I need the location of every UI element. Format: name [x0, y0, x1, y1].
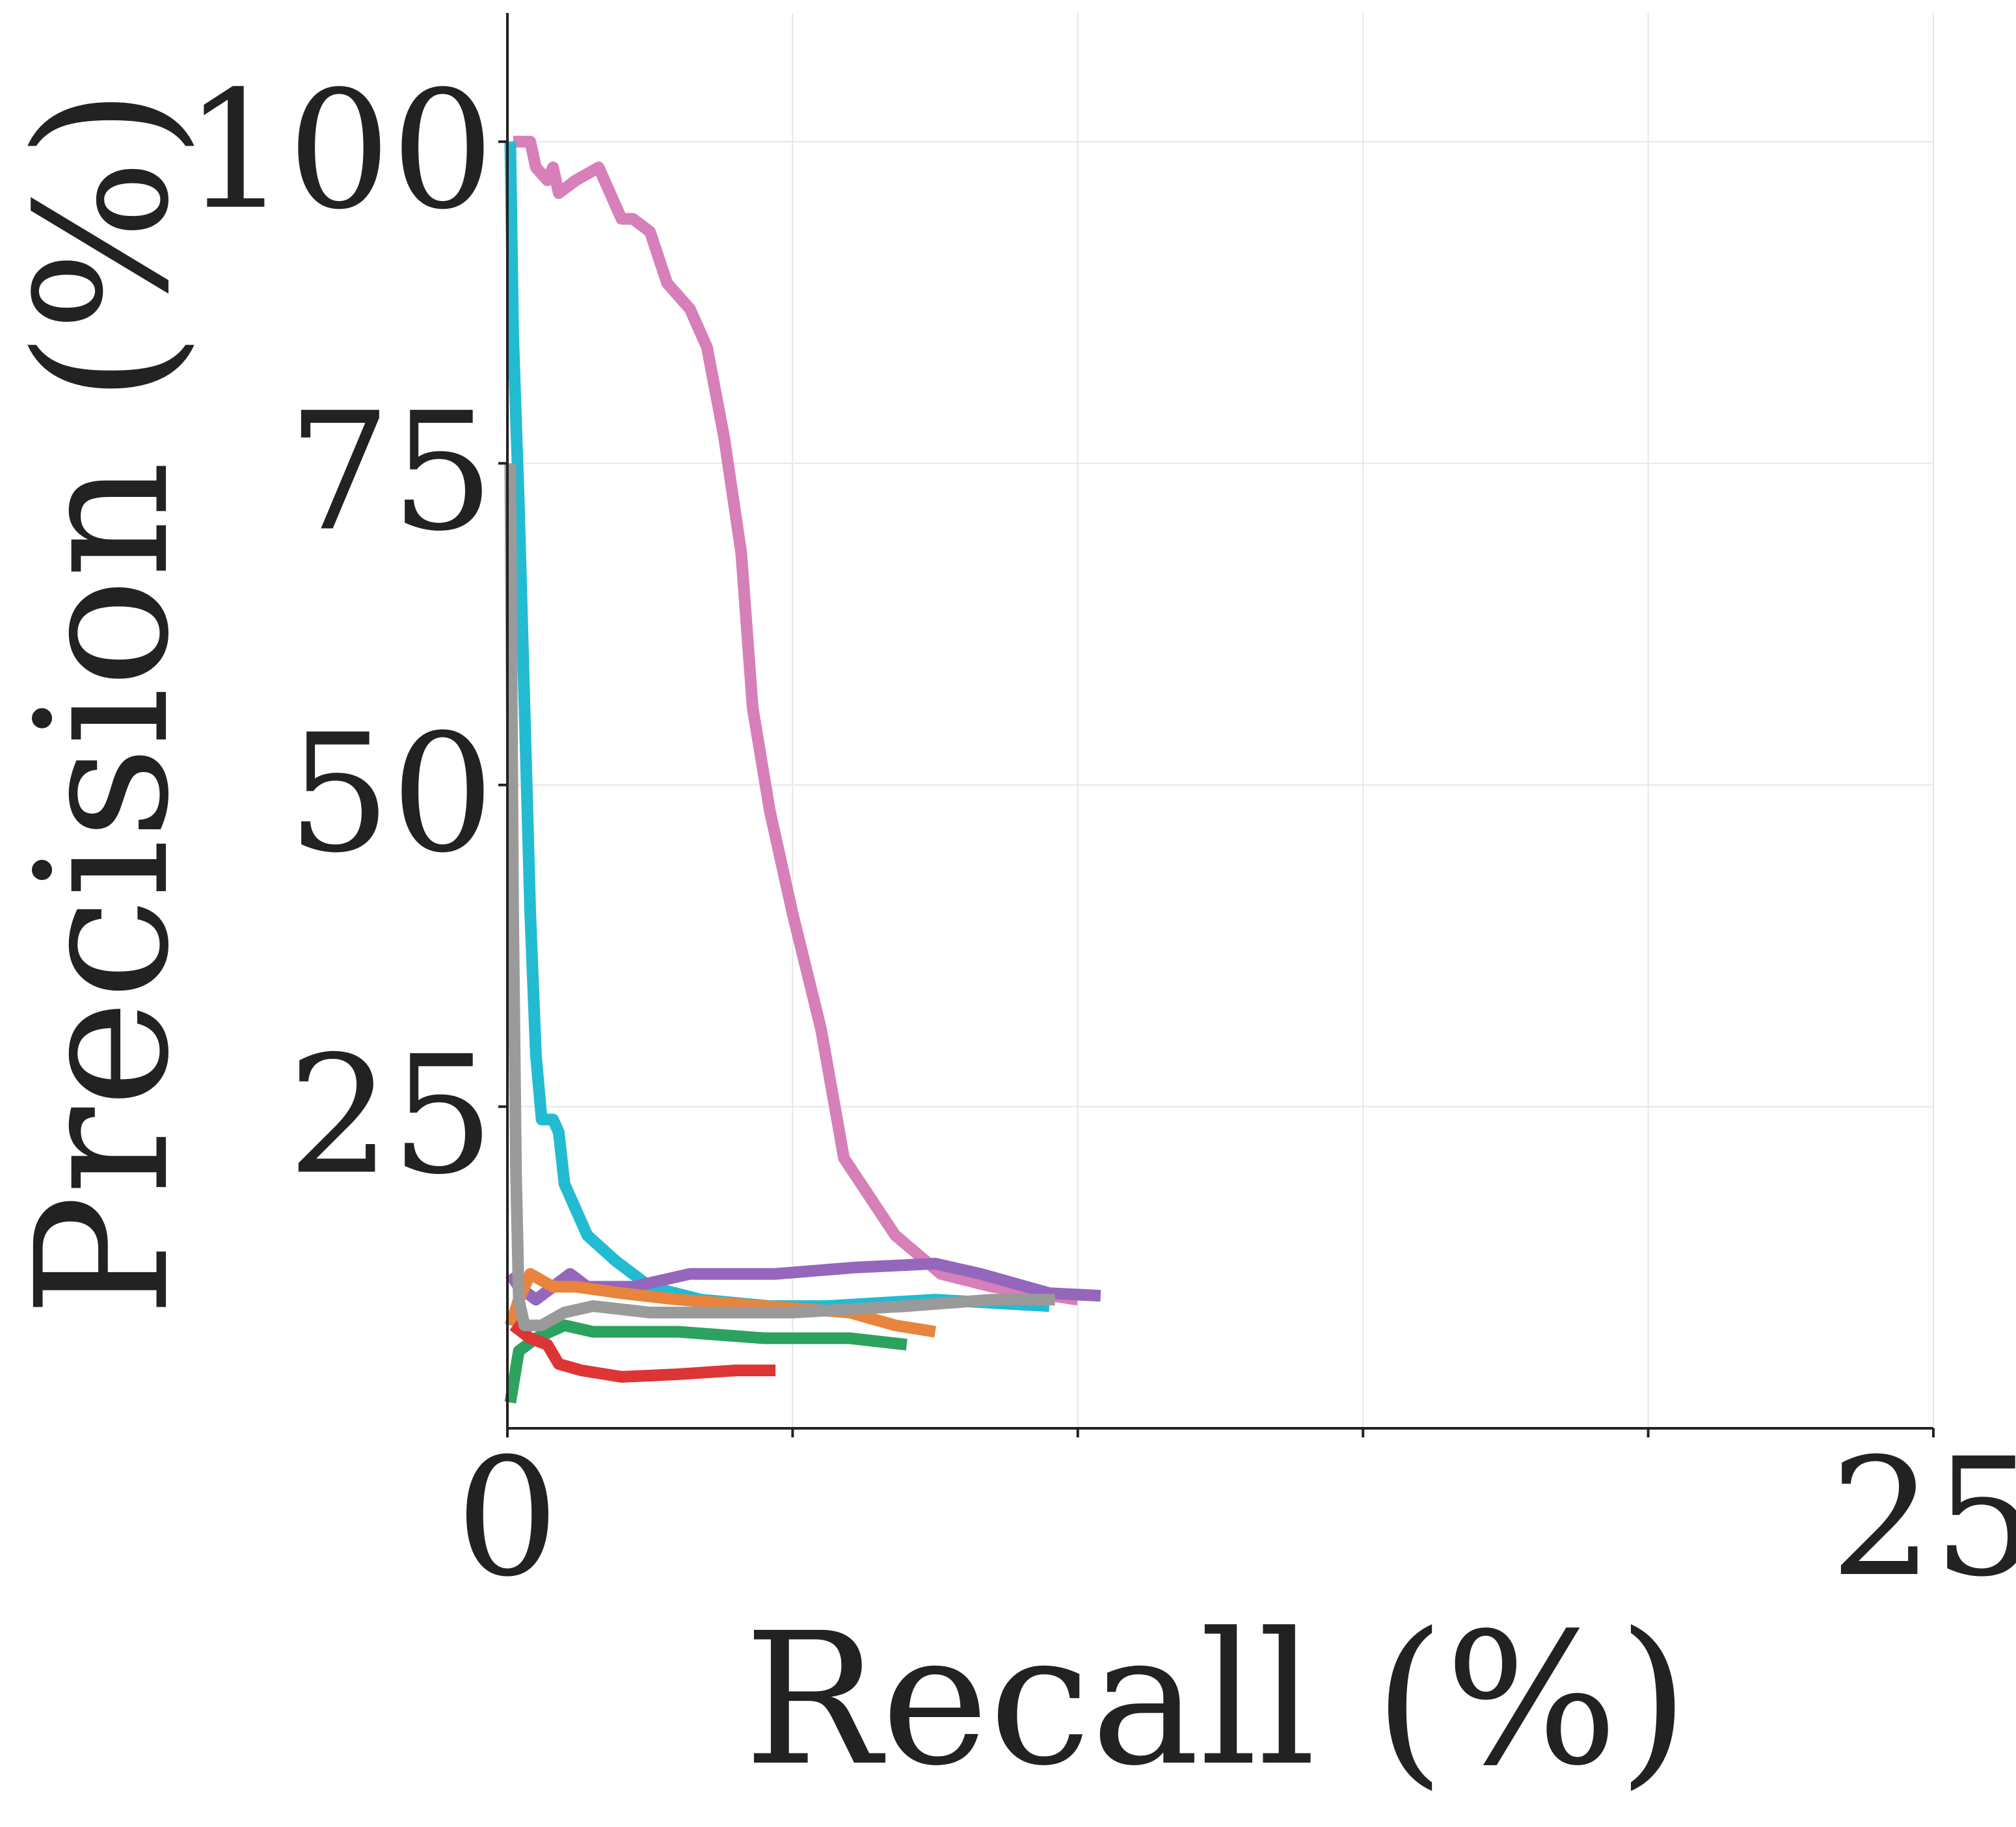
series-line-purple: [505, 1257, 1101, 1306]
series-lines: [504, 135, 1101, 1404]
series-line-green: [504, 1319, 907, 1404]
x-axis-title: Recall (%): [744, 1594, 1689, 1806]
y-tick-label: 50: [288, 699, 494, 888]
series-line-pink: [513, 135, 1079, 1306]
series-line-gray: [504, 463, 1055, 1331]
y-tick-label: 75: [288, 377, 494, 567]
grid: [507, 13, 1934, 1428]
y-tick-label: 100: [184, 56, 494, 245]
y-tick-label: 25: [288, 1020, 494, 1210]
y-axis-title: Precision (%): [0, 88, 209, 1317]
tick-labels: 0 25 25 50 75 100: [184, 56, 2016, 1612]
x-tick-label: 25: [1830, 1423, 2016, 1612]
series-line-orange: [504, 1268, 937, 1338]
series-line-red: [509, 1320, 776, 1383]
x-tick-label: 0: [455, 1423, 559, 1612]
axes: [498, 13, 1935, 1437]
series-line-cyan: [504, 141, 1050, 1313]
